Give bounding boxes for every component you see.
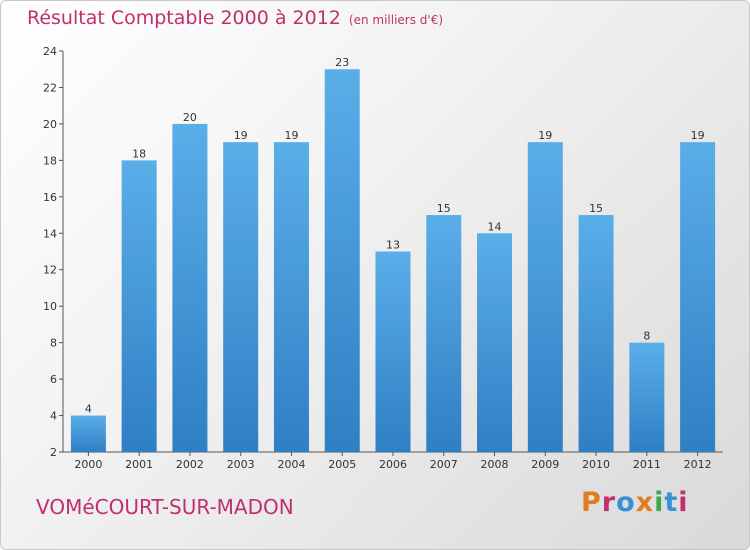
data-labels: 4 18 20 19 19 23 13 15 14 19 15 8 19 xyxy=(85,56,705,415)
logo-letter: i xyxy=(654,487,665,518)
x-tick-label-2006: 2006 xyxy=(379,458,407,471)
logo-letter: x xyxy=(635,487,655,518)
bar-2005[interactable] xyxy=(324,69,360,453)
x-axis: 2000 2001 2002 2003 2004 2005 2006 2007 2008 2009… xyxy=(63,451,723,471)
x-tick-label-2004: 2004 xyxy=(277,458,305,471)
x-tick-label-2009: 2009 xyxy=(531,458,559,471)
y-tick-label: 22 xyxy=(43,81,57,94)
data-label-2008: 14 xyxy=(488,220,502,233)
proxiti-logo[interactable]: Proxiti xyxy=(581,487,689,518)
x-tick-label-2011: 2011 xyxy=(633,458,661,471)
x-tick-label-2002: 2002 xyxy=(176,458,204,471)
data-label-2001: 18 xyxy=(132,147,146,160)
data-label-2004: 19 xyxy=(284,129,298,142)
y-tick-label: 8 xyxy=(50,337,57,350)
y-tick-label: 10 xyxy=(43,300,57,313)
logo-letter: i xyxy=(678,487,689,518)
data-label-2010: 15 xyxy=(589,202,603,215)
data-label-2000: 4 xyxy=(85,403,92,416)
data-label-2006: 13 xyxy=(386,239,400,252)
data-label-2011: 8 xyxy=(643,330,650,343)
bar-2003[interactable] xyxy=(223,142,259,453)
logo-letter: r xyxy=(601,487,617,518)
x-tick-label-2010: 2010 xyxy=(582,458,610,471)
y-tick-label: 24 xyxy=(43,45,57,58)
y-tick-label: 18 xyxy=(43,154,57,167)
y-tick-label: 6 xyxy=(50,373,57,386)
bar-2000[interactable] xyxy=(70,415,106,452)
logo-letter: o xyxy=(616,487,636,518)
x-tick-label-2008: 2008 xyxy=(481,458,509,471)
data-label-2003: 19 xyxy=(234,129,248,142)
bars xyxy=(70,69,716,453)
logo-letter: t xyxy=(664,487,679,518)
y-tick-label: 14 xyxy=(43,227,57,240)
chart-title: Résultat Comptable 2000 à 2012 xyxy=(27,7,341,29)
y-tick-label: 12 xyxy=(43,264,57,277)
bar-2002[interactable] xyxy=(172,123,208,452)
x-tick-label-2005: 2005 xyxy=(328,458,356,471)
y-tick-label: 16 xyxy=(43,191,57,204)
data-label-2012: 19 xyxy=(691,129,705,142)
x-tick-label-2007: 2007 xyxy=(430,458,458,471)
x-tick-label-2012: 2012 xyxy=(684,458,712,471)
y-tick-label: 20 xyxy=(43,118,57,131)
commune-name: VOMéCOURT-SUR-MADON xyxy=(36,495,294,519)
bar-2011[interactable] xyxy=(629,342,665,452)
x-tick-label-2001: 2001 xyxy=(125,458,153,471)
bar-2012[interactable] xyxy=(680,142,716,453)
y-tick-label: 4 xyxy=(50,410,57,423)
logo-letter: P xyxy=(581,487,602,518)
data-label-2009: 19 xyxy=(538,129,552,142)
x-tick-label-2003: 2003 xyxy=(227,458,255,471)
bar-2001[interactable] xyxy=(121,160,157,452)
bar-2004[interactable] xyxy=(273,142,309,453)
y-tick-label: 2 xyxy=(50,446,57,459)
bar-2006[interactable] xyxy=(375,251,411,453)
bar-2009[interactable] xyxy=(527,142,563,453)
x-tick-label-2000: 2000 xyxy=(74,458,102,471)
chart-title-block: Résultat Comptable 2000 à 2012 (en millie… xyxy=(27,7,443,29)
bar-2010[interactable] xyxy=(578,215,614,452)
bar-2007[interactable] xyxy=(426,215,462,452)
data-label-2002: 20 xyxy=(183,111,197,124)
data-label-2007: 15 xyxy=(437,202,451,215)
bar-2008[interactable] xyxy=(477,233,513,452)
chart-subtitle: (en milliers d'€) xyxy=(348,13,444,27)
data-label-2005: 23 xyxy=(335,56,349,69)
